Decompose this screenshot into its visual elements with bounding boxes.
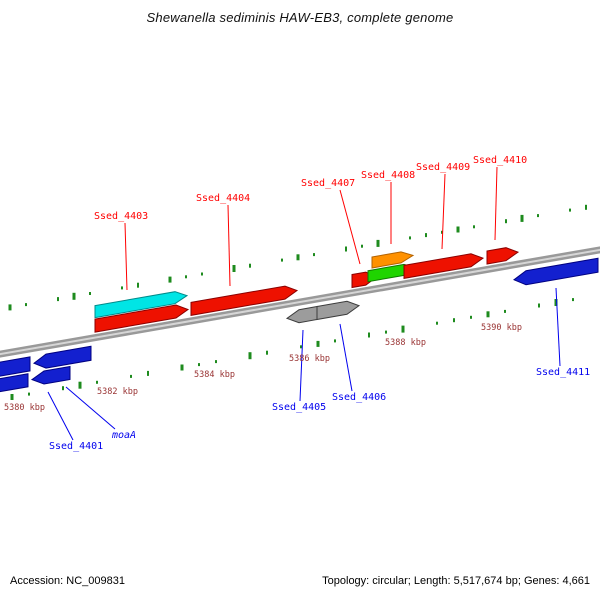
gene-arrow-red-5: [486, 247, 520, 265]
gene-label: Ssed_4405: [272, 402, 326, 413]
gene-label: Ssed_4401: [49, 441, 103, 452]
gene-label: Ssed_4404: [196, 193, 250, 204]
ruler-label: 5384 kbp: [194, 370, 235, 380]
gene-arrow-orange-1: [371, 251, 415, 269]
gene-arrow-red-4: [403, 253, 485, 279]
gene-arrow-red-1: [94, 304, 190, 333]
label-leader-line: [227, 204, 231, 287]
status-bar: Accession: NC_009831 Topology: circular;…: [0, 571, 600, 591]
gene-arrow-blue-1: [0, 356, 31, 377]
genome-backbone-highlight: [0, 248, 600, 356]
label-leader-line: [47, 391, 74, 441]
ruler-label: 5380 kbp: [4, 403, 45, 413]
gene-arrow-gray-1: [285, 305, 318, 324]
label-leader-line: [339, 323, 353, 392]
gene-label: Ssed_4408: [361, 170, 415, 181]
gene-label: Ssed_4411: [536, 367, 590, 378]
accession-text: Accession: NC_009831: [10, 575, 125, 587]
gene-arrow-blue-2: [32, 345, 92, 369]
page-title: Shewanella sediminis HAW-EB3, complete g…: [146, 10, 454, 25]
label-leader-line: [299, 329, 304, 402]
gene-label: Ssed_4403: [94, 211, 148, 222]
gene-arrow-blue-3: [0, 373, 29, 393]
label-leader-line: [65, 386, 116, 430]
label-leader-line: [441, 173, 446, 250]
gene-arrow-gray-2: [316, 300, 361, 321]
genome-summary-text: Topology: circular; Length: 5,517,674 bp…: [322, 575, 590, 587]
gene-label: Ssed_4407: [301, 178, 355, 189]
gene-arrow-cyan-1: [94, 291, 189, 319]
ruler-label: 5382 kbp: [97, 387, 138, 397]
gene-arrow-blue-4: [30, 365, 71, 385]
gene-label: Ssed_4409: [416, 162, 470, 173]
ruler-label: 5388 kbp: [385, 338, 426, 348]
gene-label: moaA: [111, 430, 136, 441]
label-leader-line: [494, 166, 498, 241]
gene-label: Ssed_4410: [473, 155, 527, 166]
gene-label: Ssed_4406: [332, 392, 386, 403]
label-leader-line: [339, 189, 361, 265]
gene-arrow-red-2: [190, 285, 299, 316]
gene-arrow-blue-5: [512, 257, 599, 286]
label-leader-line: [124, 222, 128, 291]
label-leader-line: [555, 287, 561, 367]
ruler-label: 5390 kbp: [481, 323, 522, 333]
ruler-label: 5386 kbp: [289, 354, 330, 364]
